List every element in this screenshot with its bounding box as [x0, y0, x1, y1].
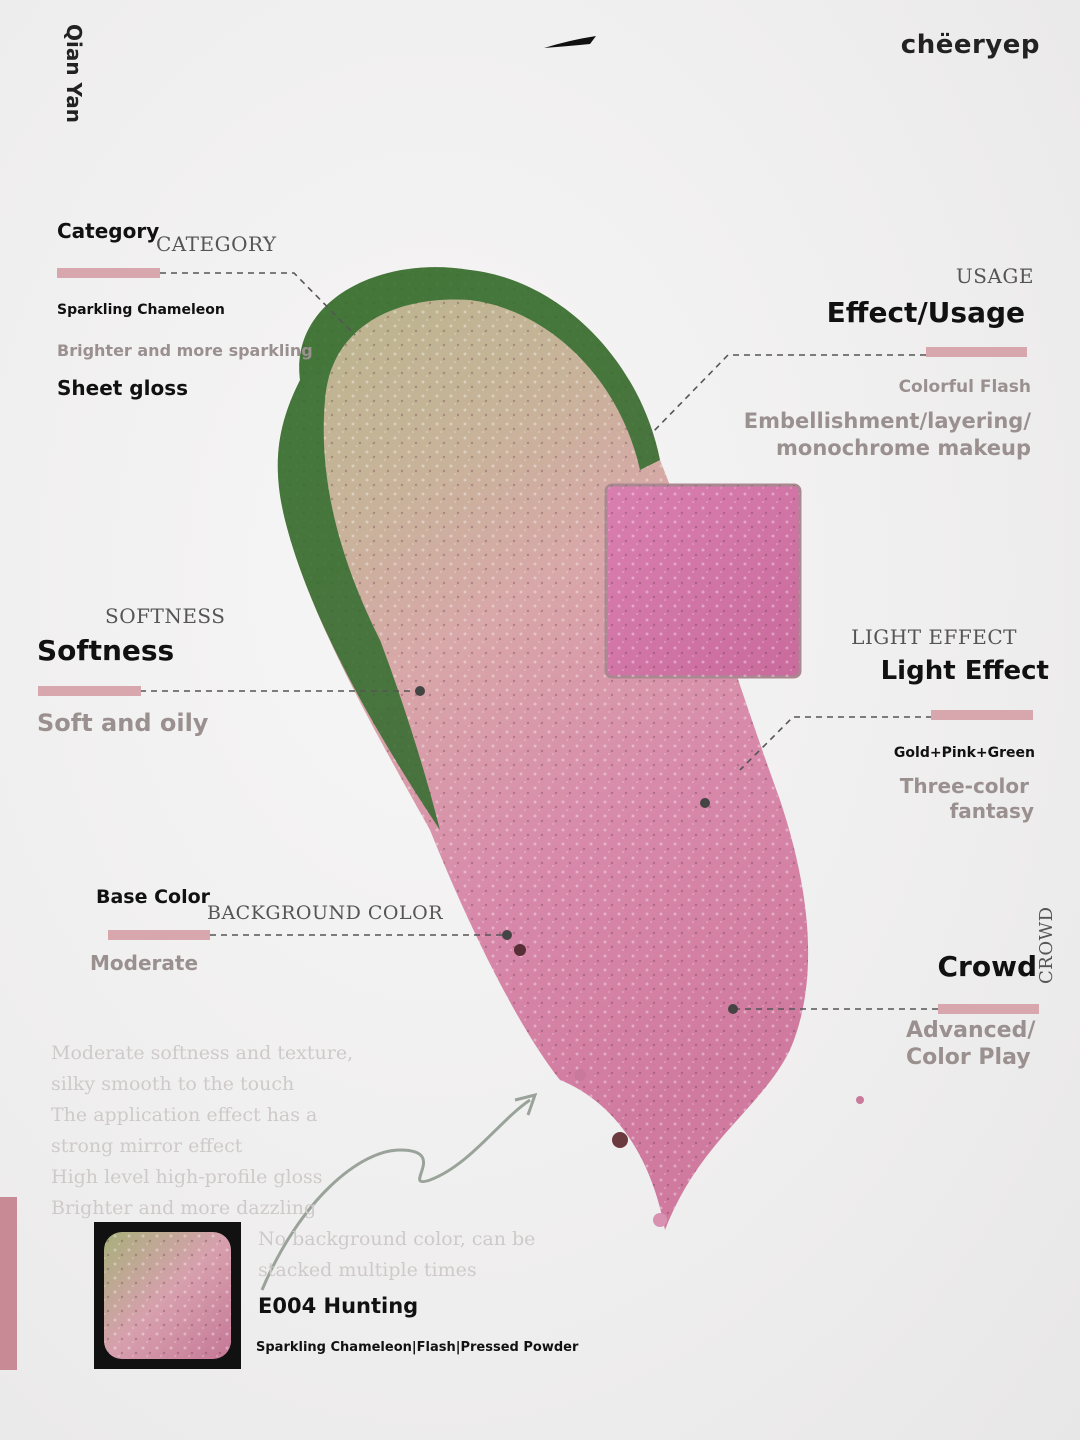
product-subtitle: Sparkling Chameleon|Flash|Pressed Powder — [256, 1340, 579, 1355]
description-line: Brighter and more dazzling — [51, 1197, 317, 1219]
description-line: strong mirror effect — [51, 1135, 243, 1157]
usage-label: Effect/Usage — [826, 296, 1025, 329]
base-color-label-en: BACKGROUND COLOR — [207, 902, 443, 924]
light-effect-line-1: Gold+Pink+Green — [893, 745, 1035, 761]
usage-line-2b: monochrome makeup — [776, 436, 1031, 460]
product-name: E004 Hunting — [258, 1294, 419, 1318]
category-line-1: Sparkling Chameleon — [57, 302, 225, 318]
base-color-value: Moderate — [90, 951, 199, 975]
crowd-label: Crowd — [937, 950, 1037, 983]
softness-accent-bar — [38, 686, 141, 696]
description-line: silky smooth to the touch — [51, 1073, 295, 1095]
usage-line-1: Colorful Flash — [898, 377, 1031, 397]
base-color-accent-bar — [108, 930, 210, 940]
category-line-2: Brighter and more sparkling — [57, 341, 313, 360]
category-label: Category — [57, 219, 160, 243]
softness-value: Soft and oily — [37, 709, 209, 737]
description-line: No background color, can be — [258, 1228, 536, 1250]
light-effect-line-2b: fantasy — [949, 799, 1034, 823]
category-accent-bar — [57, 268, 160, 278]
category-line-3: Sheet gloss — [57, 376, 189, 400]
light-effect-accent-bar — [931, 710, 1033, 720]
softness-label: Softness — [37, 634, 175, 667]
light-effect-line-2a: Three-color — [899, 774, 1029, 798]
crowd-accent-bar — [938, 1004, 1039, 1014]
description-line: Moderate softness and texture, — [51, 1042, 354, 1064]
description-block-2: No background color, can be stacked mult… — [258, 1224, 578, 1286]
brand-logo: chëeryep — [900, 30, 1040, 60]
category-label-en: CATEGORY — [156, 232, 277, 256]
crowd-label-en: CROWD — [1036, 906, 1057, 984]
softness-label-en: SOFTNESS — [105, 604, 226, 628]
usage-accent-bar — [926, 347, 1027, 357]
brand-mark-icon — [544, 36, 596, 48]
left-accent-bar — [0, 1197, 17, 1370]
light-effect-label-en: LIGHT EFFECT — [851, 625, 1017, 649]
description-line: High level high-profile gloss — [51, 1166, 323, 1188]
brand-vertical-name: Qian Yan — [62, 24, 86, 123]
crowd-line-1: Advanced/ — [906, 1018, 1036, 1043]
description-line: The application effect has a — [51, 1104, 318, 1126]
light-effect-label: Light Effect — [880, 656, 1049, 686]
description-line: stacked multiple times — [258, 1259, 477, 1281]
description-block: Moderate softness and texture, silky smo… — [51, 1038, 381, 1224]
crowd-line-2: Color Play — [906, 1045, 1031, 1070]
base-color-label: Base Color — [96, 886, 211, 908]
usage-line-2a: Embellishment/layering/ — [743, 409, 1031, 433]
usage-label-en: USAGE — [955, 264, 1034, 288]
